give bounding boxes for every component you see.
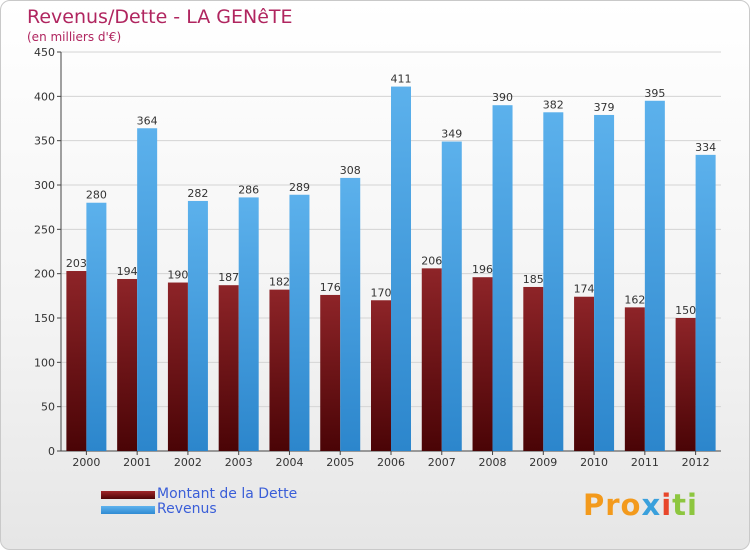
proxiti-logo: Proxiti [583,488,698,522]
y-tick-label-150: 150 [34,312,55,325]
y-tick-label-300: 300 [34,179,55,192]
label-dette-2009: 185 [523,273,544,286]
logo-part-3: i [661,488,673,522]
label-dette-2010: 174 [574,283,595,296]
bar-revenus-2007 [441,141,462,451]
label-dette-2006: 170 [371,286,392,299]
x-tick-label-2001: 2001 [123,456,151,469]
x-tick-label-2005: 2005 [326,456,354,469]
label-revenus-2012: 334 [695,141,716,154]
label-dette-2012: 150 [675,304,696,317]
y-tick-label-200: 200 [34,268,55,281]
bar-dette-2011 [624,307,645,451]
label-dette-2011: 162 [624,293,645,306]
label-dette-2003: 187 [218,271,239,284]
bar-revenus-2012 [695,154,716,451]
chart-title: Revenus/Dette - LA GENêTE [27,6,293,28]
label-revenus-2011: 395 [644,87,665,100]
label-dette-2005: 176 [320,281,341,294]
x-tick-label-2004: 2004 [275,456,303,469]
bar-revenus-2000 [86,202,107,451]
logo-part-1: Pro [583,488,642,522]
x-tick-label-2012: 2012 [682,456,710,469]
y-tick-label-100: 100 [34,356,55,369]
label-revenus-2006: 411 [391,73,412,86]
logo-part-4: ti [672,488,698,522]
label-revenus-2008: 390 [492,91,513,104]
bar-revenus-2003 [238,197,259,451]
label-revenus-2010: 379 [594,101,615,114]
bar-dette-2010 [574,296,595,451]
y-tick-label-400: 400 [34,90,55,103]
x-tick-label-2009: 2009 [529,456,557,469]
x-tick-label-2007: 2007 [428,456,456,469]
label-revenus-2007: 349 [441,128,462,141]
label-dette-2007: 206 [421,254,442,267]
bar-revenus-2009 [543,112,564,451]
bar-revenus-2011 [644,100,665,452]
y-tick-label-450: 450 [34,46,55,59]
logo-part-2: x [641,488,662,522]
x-tick-label-2000: 2000 [72,456,100,469]
legend-label-dette: Montant de la Dette [157,486,298,502]
bar-dette-2003 [218,285,239,451]
chart-subtitle: (en milliers d'€) [27,30,122,44]
label-dette-2000: 203 [66,257,87,270]
label-revenus-2001: 364 [137,114,158,127]
label-revenus-2003: 286 [238,183,259,196]
bar-dette-2007 [421,268,442,451]
x-tick-label-2011: 2011 [631,456,659,469]
label-revenus-2000: 280 [86,189,107,202]
x-tick-label-2006: 2006 [377,456,405,469]
bar-revenus-2010 [594,114,615,451]
y-tick-label-350: 350 [34,135,55,148]
bar-dette-2008 [472,277,493,451]
x-tick-label-2010: 2010 [580,456,608,469]
x-tick-label-2003: 2003 [225,456,253,469]
y-tick-label-50: 50 [41,401,55,414]
legend-label-revenus: Revenus [157,501,217,517]
label-revenus-2002: 282 [187,187,208,200]
x-tick-label-2002: 2002 [174,456,202,469]
bar-dette-2012 [675,318,696,451]
y-tick-label-0: 0 [48,445,55,458]
bar-revenus-2005 [340,177,361,451]
bar-revenus-2006 [391,86,411,451]
bar-revenus-2001 [137,128,158,451]
label-revenus-2009: 382 [543,98,564,111]
label-dette-2002: 190 [167,269,188,282]
label-dette-2004: 182 [269,276,290,289]
label-revenus-2004: 289 [289,181,310,194]
legend-swatch-revenus [101,506,155,514]
bar-revenus-2002 [187,200,208,451]
bar-dette-2005 [320,294,341,451]
bar-dette-2009 [523,286,544,451]
label-revenus-2005: 308 [340,164,361,177]
bar-dette-2002 [167,282,188,451]
y-tick-label-250: 250 [34,223,55,236]
label-dette-2008: 196 [472,263,493,276]
bar-dette-2001 [117,278,138,451]
label-dette-2001: 194 [117,265,138,278]
bar-dette-2004 [269,289,290,451]
legend-swatch-dette [101,491,155,499]
bar-revenus-2004 [289,194,310,451]
bar-revenus-2008 [492,105,513,451]
bar-dette-2006 [371,300,391,451]
x-tick-label-2008: 2008 [479,456,507,469]
bar-dette-2000 [66,271,87,451]
